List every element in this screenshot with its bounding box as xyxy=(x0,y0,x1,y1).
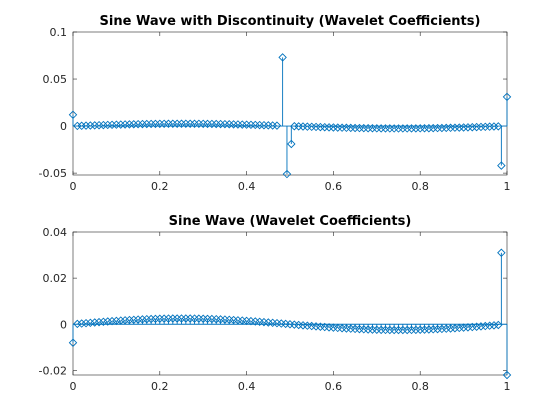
data-point-marker xyxy=(497,248,506,257)
data-point-marker xyxy=(272,121,282,130)
data-point-marker xyxy=(437,324,447,334)
data-point-marker xyxy=(68,338,78,347)
x-tick-label: 0.6 xyxy=(325,380,343,393)
data-point-marker xyxy=(463,323,473,332)
top-axes: Sine Wave with Discontinuity (Wavelet Co… xyxy=(39,14,512,193)
x-tick-label: 0.8 xyxy=(411,180,429,193)
data-point-marker xyxy=(68,110,78,120)
data-point-marker xyxy=(133,315,143,324)
data-point-marker xyxy=(497,161,506,170)
data-point-marker xyxy=(502,370,512,380)
data-point-marker xyxy=(472,322,481,331)
chart-title: Sine Wave (Wavelet Coefficients) xyxy=(169,214,412,229)
data-point-marker xyxy=(455,323,464,333)
data-point-marker xyxy=(287,139,296,149)
y-tick-label: 0.1 xyxy=(50,26,68,39)
data-point-marker xyxy=(476,322,486,331)
data-point-marker xyxy=(103,317,112,326)
data-point-marker xyxy=(459,323,468,332)
axes-box xyxy=(72,231,508,376)
data-point-marker xyxy=(494,122,503,131)
data-point-marker xyxy=(125,315,134,325)
data-point-marker xyxy=(450,323,460,333)
data-point-marker xyxy=(442,324,451,333)
y-tick-label: 0 xyxy=(60,318,67,331)
data-point-marker xyxy=(502,92,512,102)
data-point-marker xyxy=(282,169,292,179)
data-point-marker xyxy=(481,321,490,331)
data-point-marker xyxy=(77,319,86,328)
x-tick-label: 0.2 xyxy=(151,180,169,193)
x-tick-label: 0.4 xyxy=(238,180,256,193)
data-point-marker xyxy=(489,321,499,330)
data-point-marker xyxy=(129,315,138,325)
data-point-marker xyxy=(81,318,91,328)
data-point-marker xyxy=(94,317,104,327)
data-point-marker xyxy=(107,316,117,326)
axes-box xyxy=(72,31,508,176)
data-point-marker xyxy=(446,324,455,333)
data-point-marker xyxy=(485,321,494,330)
x-tick-label: 0.6 xyxy=(325,180,343,193)
data-point-marker xyxy=(138,315,147,324)
data-point-marker xyxy=(73,319,82,329)
bottom-axes: Sine Wave (Wavelet Coefficients) 0 0.2 0.4 0… xyxy=(39,214,512,393)
y-tick-label: 0.05 xyxy=(43,73,68,86)
x-tick-label: 0.2 xyxy=(151,380,169,393)
data-point-marker xyxy=(494,320,503,330)
data-point-marker xyxy=(112,316,121,326)
x-tick-label: 0.4 xyxy=(238,380,256,393)
y-tick-label: 0 xyxy=(60,120,67,133)
data-point-marker xyxy=(90,318,99,327)
y-tick-label: -0.02 xyxy=(39,364,67,377)
y-tick-label: 0.04 xyxy=(43,226,68,239)
data-point-marker xyxy=(428,325,438,334)
y-tick-label: 0.02 xyxy=(43,272,68,285)
data-point-marker xyxy=(116,316,125,325)
data-point-marker xyxy=(99,317,108,327)
x-tick-label: 1 xyxy=(504,380,511,393)
data-point-marker xyxy=(433,324,442,334)
x-tick-label: 0 xyxy=(70,380,77,393)
y-tick-label: -0.05 xyxy=(39,167,67,180)
data-point-marker xyxy=(468,322,477,332)
chart-title: Sine Wave with Discontinuity (Wavelet Co… xyxy=(100,14,481,29)
data-point-marker xyxy=(278,53,287,62)
x-tick-label: 0.8 xyxy=(411,380,429,393)
x-tick-label: 1 xyxy=(504,180,511,193)
data-point-marker xyxy=(86,318,95,328)
data-point-marker xyxy=(120,316,130,325)
x-tick-label: 0 xyxy=(70,180,77,193)
